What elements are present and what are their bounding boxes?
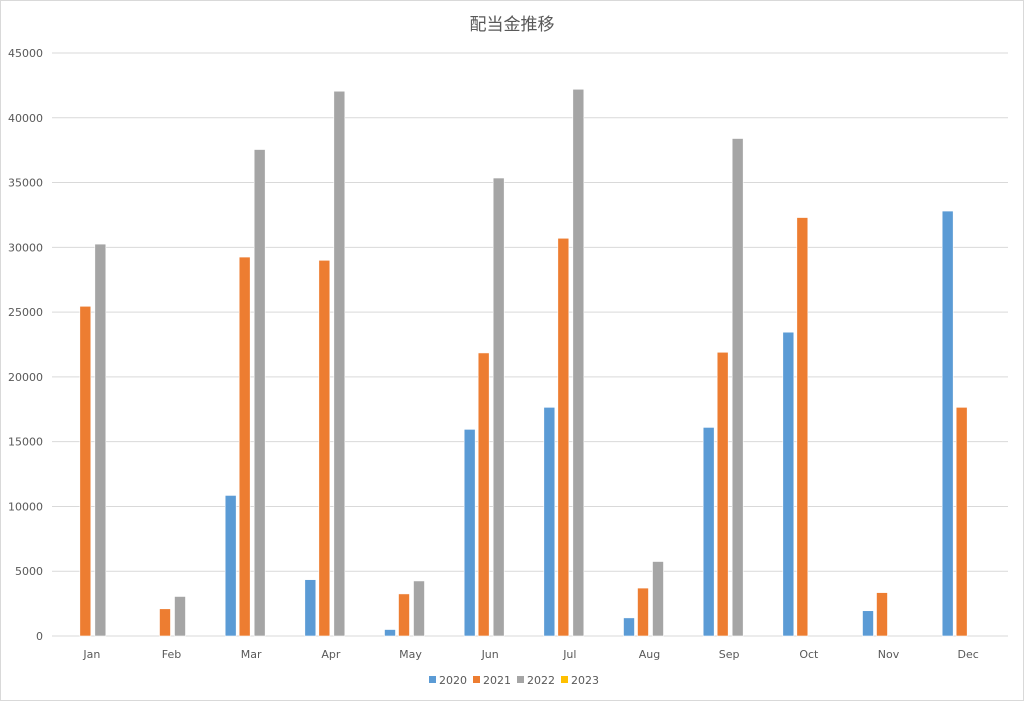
legend-swatch-2020 bbox=[429, 676, 436, 683]
y-tick-label: 45000 bbox=[8, 47, 43, 60]
bar-2020-Jun bbox=[463, 429, 476, 637]
x-tick-label: Jul bbox=[562, 648, 576, 661]
bar-2021-Jan bbox=[79, 305, 92, 637]
bar-2022-Sep bbox=[731, 138, 744, 637]
chart-title: 配当金推移 bbox=[470, 15, 555, 35]
y-tick-label: 25000 bbox=[8, 306, 43, 319]
bar-2021-May bbox=[398, 593, 410, 637]
y-tick-label: 10000 bbox=[8, 500, 43, 513]
bar-2021-Dec bbox=[955, 407, 968, 637]
bar-2021-Oct bbox=[796, 217, 809, 637]
y-tick-label: 40000 bbox=[8, 112, 43, 125]
legend-label-2020: 2020 bbox=[439, 674, 467, 687]
x-tick-label: May bbox=[399, 648, 422, 661]
bar-2022-Jan bbox=[94, 243, 107, 637]
y-tick-label: 0 bbox=[36, 630, 43, 643]
y-tick-label: 5000 bbox=[15, 565, 43, 578]
x-tick-label: Jan bbox=[82, 648, 100, 661]
y-tick-label: 30000 bbox=[8, 241, 43, 254]
legend-label-2023: 2023 bbox=[571, 674, 599, 687]
bar-2020-Apr bbox=[304, 579, 317, 637]
bar-2021-Apr bbox=[318, 259, 331, 637]
x-tick-label: Dec bbox=[958, 648, 979, 661]
bar-2022-Jun bbox=[492, 177, 505, 637]
bar-2022-Mar bbox=[253, 149, 266, 637]
bar-2021-Nov bbox=[876, 592, 888, 637]
x-tick-label: Jun bbox=[481, 648, 499, 661]
bar-2020-Nov bbox=[862, 610, 874, 637]
bar-2020-Sep bbox=[702, 427, 715, 637]
x-tick-label: Sep bbox=[719, 648, 740, 661]
bar-2020-Mar bbox=[224, 495, 237, 637]
y-tick-label: 20000 bbox=[8, 371, 43, 384]
legend-label-2022: 2022 bbox=[527, 674, 555, 687]
y-tick-label: 15000 bbox=[8, 436, 43, 449]
bar-2021-Jun bbox=[477, 352, 490, 637]
y-tick-label: 35000 bbox=[8, 177, 43, 190]
legend-label-2021: 2021 bbox=[483, 674, 511, 687]
bar-2020-Jul bbox=[543, 407, 556, 637]
legend-swatch-2022 bbox=[517, 676, 524, 683]
x-tick-label: Apr bbox=[321, 648, 341, 661]
bar-2022-Aug bbox=[652, 561, 664, 637]
legend-swatch-2021 bbox=[473, 676, 480, 683]
bar-2021-Feb bbox=[159, 608, 171, 637]
bar-2021-Jul bbox=[557, 237, 570, 637]
bar-2022-Jul bbox=[572, 88, 585, 637]
x-tick-label: Nov bbox=[878, 648, 900, 661]
x-tick-label: Mar bbox=[241, 648, 262, 661]
legend-swatch-2023 bbox=[561, 676, 568, 683]
bar-2021-Mar bbox=[238, 256, 251, 637]
x-tick-label: Feb bbox=[162, 648, 181, 661]
bar-2021-Aug bbox=[637, 587, 649, 637]
x-tick-label: Oct bbox=[799, 648, 819, 661]
bar-2022-Apr bbox=[333, 90, 346, 637]
bar-2020-Aug bbox=[623, 617, 635, 637]
bar-2022-Feb bbox=[174, 596, 186, 637]
bar-2021-Sep bbox=[716, 351, 729, 637]
x-tick-label: Aug bbox=[639, 648, 660, 661]
bar-2020-Dec bbox=[941, 210, 954, 637]
bar-2022-May bbox=[413, 580, 425, 637]
bar-2020-May bbox=[384, 629, 396, 637]
bar-2020-Oct bbox=[782, 331, 795, 637]
